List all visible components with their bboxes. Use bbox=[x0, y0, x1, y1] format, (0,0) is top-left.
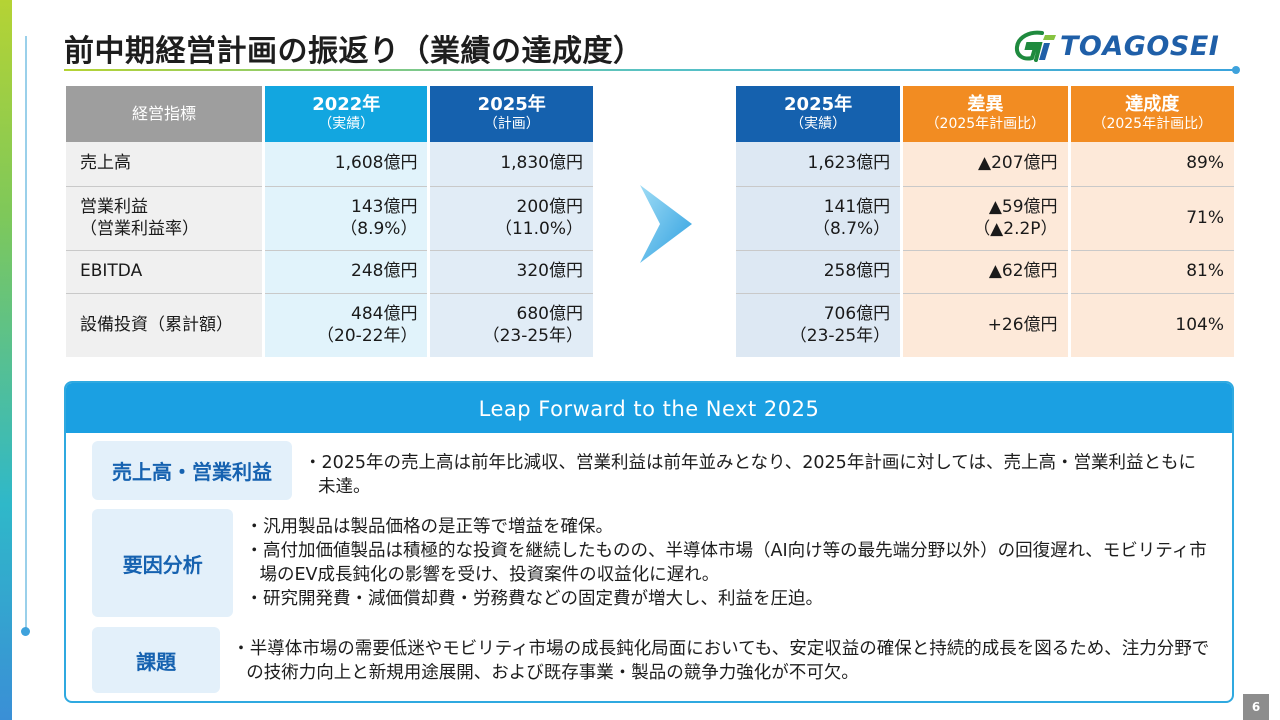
value-2022: 143億円 （8.9%） bbox=[265, 186, 428, 250]
header-2022-actual: 2022年 （実績） bbox=[265, 86, 428, 142]
table-row: 1,623億円 ▲207億円 89% bbox=[736, 142, 1234, 186]
bullet-item: ・半導体市場の需要低迷やモビリティ市場の成長鈍化局面においても、安定収益の確保と… bbox=[232, 639, 1210, 683]
value-2025-plan: 200億円 （11.0%） bbox=[430, 186, 593, 250]
table-row: 141億円 （8.7%） ▲59億円 （▲2.2P） 71% bbox=[736, 186, 1234, 250]
page-number: 6 bbox=[1243, 694, 1269, 720]
value-achievement-rate: 81% bbox=[1070, 250, 1234, 293]
header-2025-actual: 2025年 （実績） bbox=[736, 86, 901, 142]
logo-text: TOAGOSEI bbox=[1060, 30, 1220, 62]
value-difference: ▲59億円 （▲2.2P） bbox=[903, 186, 1068, 250]
summary-tag: 要因分析 bbox=[92, 509, 234, 617]
table-row: 258億円 ▲62億円 81% bbox=[736, 250, 1234, 293]
chevron-right-icon bbox=[640, 185, 692, 263]
left-decor-dot bbox=[21, 627, 30, 636]
value-2025-plan: 320億円 bbox=[430, 250, 593, 293]
value-achievement-rate: 104% bbox=[1070, 293, 1234, 357]
value-2025-actual: 706億円 （23-25年） bbox=[736, 293, 901, 357]
summary-bullets: ・汎用製品は製品価格の是正等で増益を確保。 ・高付加価値製品は積極的な投資を継続… bbox=[245, 509, 1212, 617]
summary-row-issues: 課題 ・半導体市場の需要低迷やモビリティ市場の成長鈍化局面においても、安定収益の… bbox=[92, 627, 1212, 693]
value-2025-actual: 258億円 bbox=[736, 250, 901, 293]
header-difference: 差異 （2025年計画比） bbox=[903, 86, 1068, 142]
table-row: 営業利益 （営業利益率） 143億円 （8.9%） 200億円 （11.0%） bbox=[66, 186, 593, 250]
plan-table: 経営指標 2022年 （実績） 2025年 （計画） 売上高 1,608億円 1… bbox=[63, 86, 596, 357]
value-2025-actual: 141億円 （8.7%） bbox=[736, 186, 901, 250]
row-label: 営業利益 （営業利益率） bbox=[66, 186, 263, 250]
bullet-item: ・汎用製品は製品価格の是正等で増益を確保。 bbox=[245, 517, 613, 537]
row-label: 設備投資（累計額） bbox=[66, 293, 263, 357]
summary-bullets: ・半導体市場の需要低迷やモビリティ市場の成長鈍化局面においても、安定収益の確保と… bbox=[232, 627, 1212, 693]
value-2022: 248億円 bbox=[265, 250, 428, 293]
bullet-item: ・研究開発費・減価償却費・労務費などの固定費が増大し、利益を圧迫。 bbox=[245, 589, 823, 609]
value-2022: 484億円 （20-22年） bbox=[265, 293, 428, 357]
row-label: EBITDA bbox=[66, 250, 263, 293]
page-title: 前中期経営計画の振返り（業績の達成度） bbox=[64, 34, 644, 69]
value-achievement-rate: 71% bbox=[1070, 186, 1234, 250]
value-2025-plan: 680億円 （23-25年） bbox=[430, 293, 593, 357]
table-row: 売上高 1,608億円 1,830億円 bbox=[66, 142, 593, 186]
value-2022: 1,608億円 bbox=[265, 142, 428, 186]
header-2025-plan: 2025年 （計画） bbox=[430, 86, 593, 142]
value-achievement-rate: 89% bbox=[1070, 142, 1234, 186]
summary-tag: 売上高・営業利益 bbox=[92, 441, 292, 500]
header-achievement-rate: 達成度 （2025年計画比） bbox=[1070, 86, 1234, 142]
bullet-item: ・2025年の売上高は前年比減収、営業利益は前年並みとなり、2025年計画に対し… bbox=[303, 453, 1196, 497]
left-decor-line bbox=[25, 36, 27, 631]
summary-row-sales: 売上高・営業利益 ・2025年の売上高は前年比減収、営業利益は前年並みとなり、2… bbox=[92, 441, 1212, 500]
value-difference: ▲207億円 bbox=[903, 142, 1068, 186]
company-logo: TOAGOSEI bbox=[1012, 28, 1219, 64]
result-table: 2025年 （実績） 差異 （2025年計画比） 達成度 （2025年計画比） … bbox=[733, 86, 1237, 357]
table-row: EBITDA 248億円 320億円 bbox=[66, 250, 593, 293]
summary-tag: 課題 bbox=[92, 627, 221, 693]
value-difference: +26億円 bbox=[903, 293, 1068, 357]
value-2025-actual: 1,623億円 bbox=[736, 142, 901, 186]
summary-heading: Leap Forward to the Next 2025 bbox=[66, 383, 1232, 433]
header-metric: 経営指標 bbox=[66, 86, 263, 142]
title-underline bbox=[64, 69, 1234, 71]
value-2025-plan: 1,830億円 bbox=[430, 142, 593, 186]
table-row: 706億円 （23-25年） +26億円 104% bbox=[736, 293, 1234, 357]
row-label: 売上高 bbox=[66, 142, 263, 186]
table-row: 設備投資（累計額） 484億円 （20-22年） 680億円 （23-25年） bbox=[66, 293, 593, 357]
left-accent-bar bbox=[0, 0, 12, 720]
value-difference: ▲62億円 bbox=[903, 250, 1068, 293]
summary-bullets: ・2025年の売上高は前年比減収、営業利益は前年並みとなり、2025年計画に対し… bbox=[304, 441, 1212, 500]
title-underline-dot bbox=[1232, 66, 1240, 74]
summary-panel: Leap Forward to the Next 2025 売上高・営業利益 ・… bbox=[64, 381, 1234, 703]
toagosei-logo-mark-icon bbox=[1014, 30, 1056, 62]
summary-row-analysis: 要因分析 ・汎用製品は製品価格の是正等で増益を確保。 ・高付加価値製品は積極的な… bbox=[92, 509, 1212, 617]
bullet-item: ・高付加価値製品は積極的な投資を継続したものの、半導体市場（AI向け等の最先端分… bbox=[245, 541, 1207, 585]
